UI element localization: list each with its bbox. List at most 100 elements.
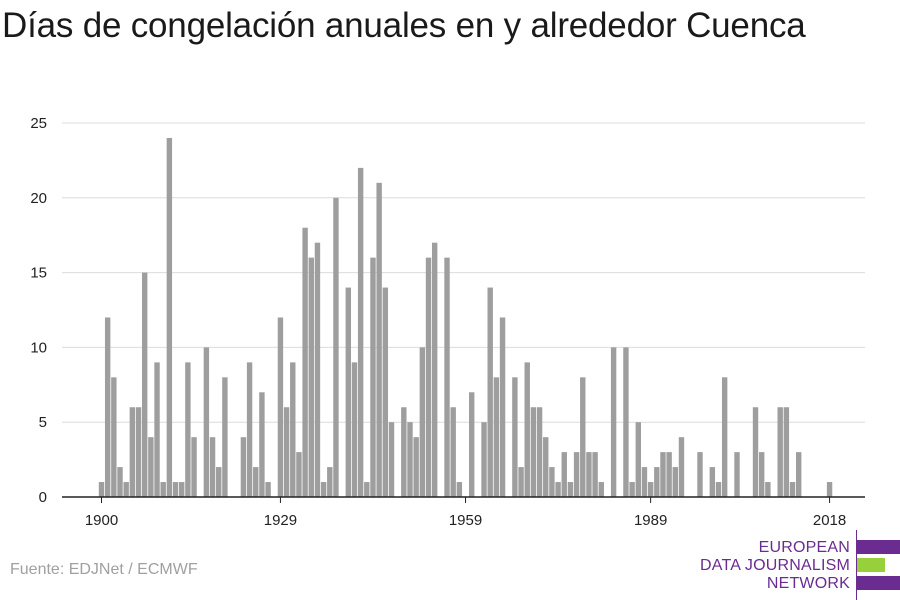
logo-bar-bottom [857,576,900,590]
bar-1999 [709,467,716,497]
y-tick-label: 15 [30,265,47,282]
bar-1924 [246,362,253,497]
x-axis: 1900 1929 1959 1989 2018 [62,496,865,529]
source-note: Fuente: EDJNet / ECMWF [10,561,198,578]
bar-1957 [450,407,456,497]
bar-1904 [123,482,129,497]
y-tick-label: 0 [39,489,47,506]
bar-1937 [327,467,333,497]
bar-1965 [499,317,506,497]
bar-1931 [290,362,296,497]
bar-1973 [549,467,555,497]
bar-1907 [141,272,148,497]
chart-title: Días de congelación anuales en y alreded… [2,6,806,45]
y-tick-label: 20 [30,190,47,207]
bar-1920 [222,377,228,497]
y-tick-label: 10 [30,339,47,356]
bar-1975 [561,452,567,497]
bar-1933 [302,227,308,497]
bar-1903 [117,467,123,497]
bar-1927 [265,482,271,497]
bar-1979 [586,452,592,497]
bar-1940 [345,287,351,497]
bar-1906 [135,407,142,497]
x-tick-label: 1959 [449,512,482,529]
bar-1929 [277,317,284,497]
bar-1991 [660,452,666,497]
bar-1915 [191,437,197,497]
bar-2011 [783,407,790,497]
bar-1970 [530,407,537,497]
bar-2001 [721,377,728,497]
gridlines [62,122,865,423]
bar-1963 [487,287,493,497]
bar-1919 [216,467,222,497]
bar-1902 [111,377,117,497]
bar-1905 [129,407,136,497]
bar-1947 [388,422,395,497]
bar-1954 [431,242,438,497]
x-tick-label: 1929 [264,512,297,529]
bar-1974 [555,482,561,497]
bar-1934 [308,257,314,497]
edjnet-logo: EUROPEAN DATA JOURNALISM NETWORK [700,530,900,600]
bar-1976 [567,482,574,497]
y-tick-label: 5 [39,414,47,431]
x-tick-label: 2018 [813,512,846,529]
bar-1960 [469,392,475,497]
bar-1941 [351,362,358,497]
bar-1925 [253,467,259,497]
bar-1962 [481,422,487,497]
bar-1952 [419,347,426,497]
bar-1988 [641,467,648,497]
bar-1958 [456,482,463,497]
bar-1956 [444,257,450,497]
logo-bar-middle [857,558,885,572]
bar-1994 [678,437,685,497]
bar-2018 [826,482,833,497]
logo-bar-top [857,540,900,554]
bar-1913 [179,482,185,497]
bar-1986 [629,482,635,497]
y-tick-label: 25 [30,115,47,132]
bar-1935 [314,242,321,497]
logo-separator [856,530,857,600]
bar-2012 [789,482,796,497]
bar-1936 [320,482,327,497]
bar-1972 [543,437,549,497]
bar-1967 [512,377,518,497]
bar-1971 [536,407,543,497]
bar-1945 [376,182,382,497]
bar-1951 [413,437,419,497]
bar-1997 [697,452,703,497]
bar-1918 [209,437,216,497]
bar-1949 [401,407,407,497]
bar-1980 [592,452,598,497]
bar-1910 [160,482,166,497]
bar-1942 [357,167,364,497]
bar-1968 [518,467,524,497]
bar-1912 [172,482,179,497]
bar-1908 [148,437,154,497]
bar-1911 [166,137,173,497]
bar-1992 [666,452,672,497]
bar-1900 [98,482,105,497]
bar-1993 [672,467,679,497]
bar-1932 [296,452,302,497]
bar-1917 [203,347,210,497]
logo-text-line-1: EUROPEAN [758,539,850,556]
bar-1944 [370,257,376,497]
bar-2006 [752,407,759,497]
bar-1989 [647,482,654,497]
bar-1964 [493,377,500,497]
bar-1950 [407,422,413,497]
bar-1914 [185,362,191,497]
bar-1987 [635,422,641,497]
bar-1983 [610,347,617,497]
bar-1981 [598,482,604,497]
bar-2008 [765,482,771,497]
bar-1930 [283,407,290,497]
bar-1990 [654,467,660,497]
bar-2000 [715,482,722,497]
